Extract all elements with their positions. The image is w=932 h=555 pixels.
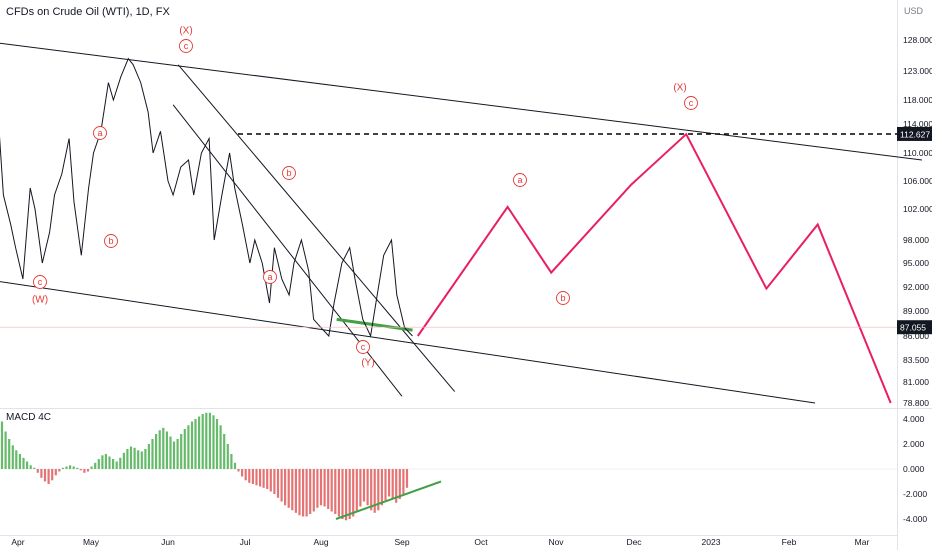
price-tick-label: 95.000 (903, 258, 929, 268)
channel-trendline (0, 42, 923, 161)
macd-trendline (335, 480, 442, 520)
wave-label-circle (93, 126, 107, 140)
price-tick-label: 123.000 (903, 66, 932, 76)
chart-title: CFDs on Crude Oil (WTI), 1D, FX (6, 6, 170, 18)
level-badge-label: 112.627 (900, 129, 930, 139)
time-tick-label: Aug (313, 537, 328, 547)
price-tick-label: 106.000 (903, 176, 932, 186)
macd-tick-label: 2.000 (903, 439, 925, 449)
price-tick-label: 128.000 (903, 35, 932, 45)
level-badge (897, 126, 932, 141)
price-tick-label: 86.000 (903, 331, 929, 341)
time-tick-label: Jun (161, 537, 175, 547)
wave-label-circle (684, 96, 698, 110)
wave-label: c (38, 277, 43, 287)
wave-label: b (560, 293, 565, 303)
time-tick-label: Dec (626, 537, 642, 547)
channel-trendline (177, 64, 456, 392)
wave-label-circle (104, 234, 118, 248)
price-tick-label: 81.000 (903, 377, 929, 387)
projection-line (416, 132, 892, 404)
time-tick-label: Oct (474, 537, 488, 547)
wave-label: (Y) (361, 358, 374, 369)
last-price-label: 87.055 (900, 323, 926, 333)
wave-label: c (184, 41, 189, 51)
wave-label: b (286, 168, 291, 178)
price-tick-label: 92.000 (903, 282, 929, 292)
time-tick-label: Sep (394, 537, 409, 547)
macd-tick-label: -2.000 (903, 489, 927, 499)
wave-label-circle (179, 39, 193, 53)
last-price-badge (897, 320, 932, 335)
wave-label-circle (356, 340, 370, 354)
wave-label: (X) (673, 83, 686, 94)
wave-label: (X) (179, 26, 192, 37)
wave-label: a (267, 272, 272, 282)
wave-label: (W) (32, 295, 48, 306)
wave-label-circle (282, 166, 296, 180)
support-trendline (336, 317, 413, 332)
price-tick-label: 89.000 (903, 306, 929, 316)
time-tick-label: Mar (855, 537, 870, 547)
wave-label: b (108, 236, 113, 246)
macd-tick-label: -4.000 (903, 514, 927, 524)
price-line (0, 57, 413, 338)
price-tick-label: 114.000 (903, 119, 932, 129)
wave-label: c (689, 98, 694, 108)
price-tick-label: 110.000 (903, 148, 932, 158)
time-tick-label: May (83, 537, 100, 547)
price-tick-label: 102.000 (903, 204, 932, 214)
wave-label-circle (33, 275, 47, 289)
time-tick-label: Feb (782, 537, 797, 547)
macd-tick-label: 0.000 (903, 464, 925, 474)
wave-label: a (97, 128, 102, 138)
time-tick-label: 2023 (702, 537, 721, 547)
time-tick-label: Apr (11, 537, 24, 547)
currency-label: USD (904, 6, 924, 16)
channel-trendline (0, 281, 816, 404)
macd-title: MACD 4C (6, 412, 52, 423)
wave-label-circle (263, 270, 277, 284)
wave-label-circle (513, 173, 527, 187)
time-tick-label: Jul (240, 537, 251, 547)
price-tick-label: 83.500 (903, 355, 929, 365)
wave-label: a (517, 175, 522, 185)
time-tick-label: Nov (548, 537, 564, 547)
price-tick-label: 98.000 (903, 235, 929, 245)
wave-label: c (361, 342, 366, 352)
wave-label-circle (556, 291, 570, 305)
price-tick-label: 78.800 (903, 398, 929, 408)
price-tick-label: 118.000 (903, 95, 932, 105)
macd-tick-label: 4.000 (903, 414, 925, 424)
